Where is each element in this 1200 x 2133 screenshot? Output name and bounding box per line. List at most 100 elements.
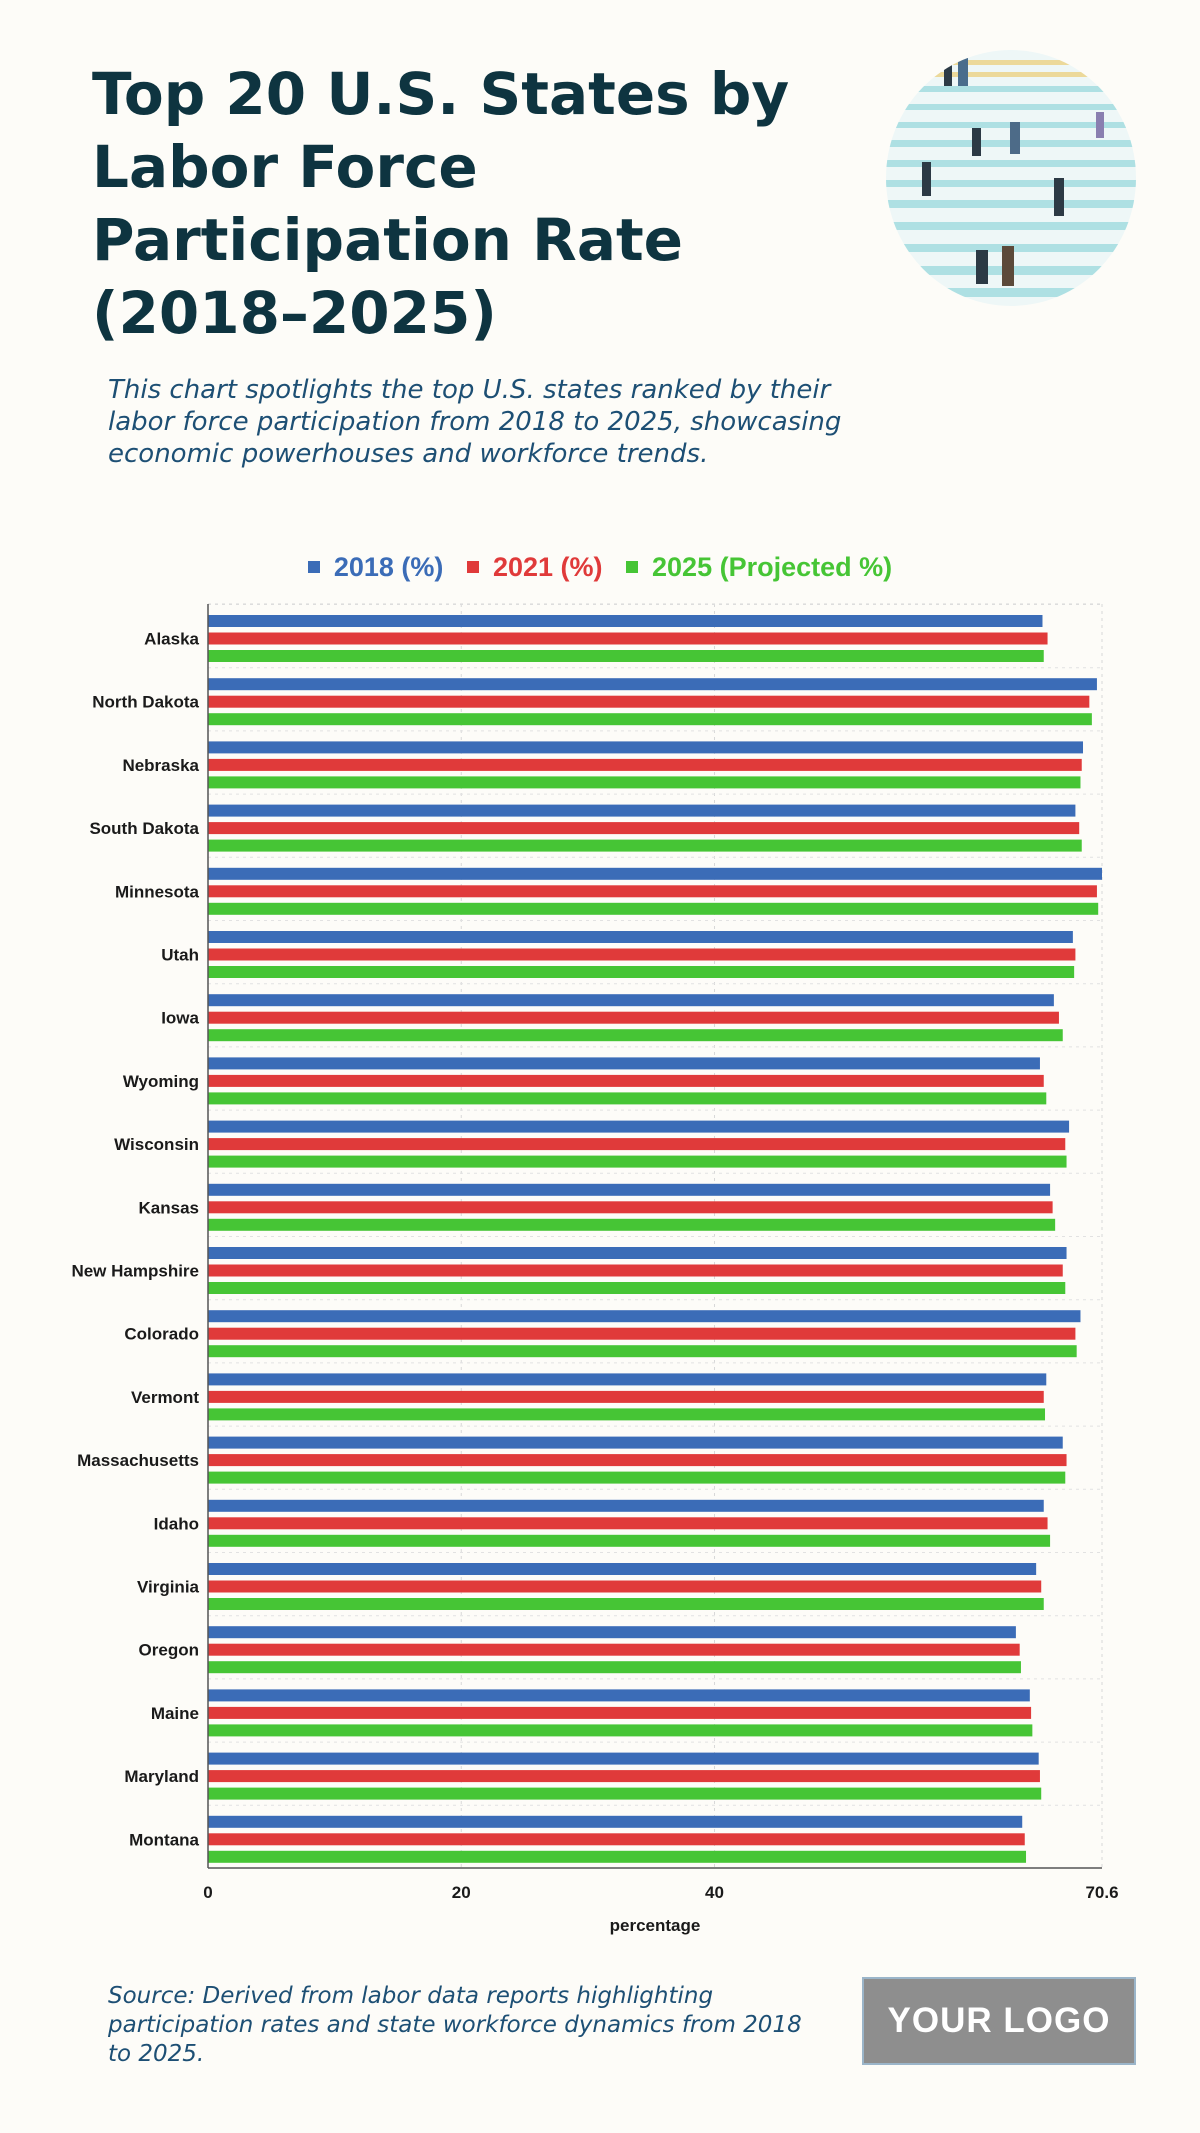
bar-massachusetts-0 (208, 1436, 1063, 1449)
people-on-stairs-photo (886, 50, 1136, 306)
category-label: Kansas (139, 1198, 199, 1217)
bar-maryland-0 (208, 1752, 1039, 1765)
category-label: New Hampshire (71, 1262, 199, 1281)
category-label: Montana (129, 1830, 199, 1849)
bar-iowa-1 (208, 1011, 1059, 1024)
bar-minnesota-1 (208, 885, 1097, 898)
category-label: Colorado (124, 1325, 199, 1344)
x-tick-label: 40 (705, 1883, 724, 1900)
bar-vermont-1 (208, 1390, 1044, 1403)
chart-subtitle: This chart spotlights the top U.S. state… (108, 375, 842, 469)
walking-people (922, 58, 1104, 286)
bar-virginia-1 (208, 1580, 1042, 1593)
legend-label-2021: 2021 (%) (492, 552, 603, 582)
category-label: Minnesota (115, 882, 200, 901)
bar-new-hampshire-0 (208, 1247, 1067, 1259)
bar-montana-0 (208, 1815, 1023, 1828)
bar-wyoming-2 (208, 1092, 1047, 1105)
bar-minnesota-2 (208, 902, 1099, 915)
bar-chart: Alaska North Dakota Nebraska South Dakota Mi… (71, 603, 1119, 1900)
category-label: North Dakota (92, 693, 199, 712)
bar-kansas-2 (208, 1218, 1056, 1231)
bar-alaska-0 (208, 615, 1043, 627)
bar-kansas-1 (208, 1201, 1053, 1214)
bar-colorado-2 (208, 1345, 1077, 1358)
bar-colorado-1 (208, 1327, 1076, 1340)
bar-massachusetts-2 (208, 1471, 1066, 1484)
bar-virginia-2 (208, 1598, 1044, 1610)
bar-massachusetts-1 (208, 1454, 1067, 1467)
bar-montana-1 (208, 1833, 1025, 1846)
bar-wyoming-0 (208, 1057, 1040, 1070)
bar-south-dakota-0 (208, 804, 1076, 817)
category-label: Maryland (124, 1767, 199, 1786)
source-note: Source: Derived from labor data reports … (108, 1983, 802, 2067)
page-title: Top 20 U.S. States by Labor Force Partic… (92, 60, 790, 347)
bar-nebraska-2 (208, 776, 1081, 789)
legend-item-2018: 2018 (%) (307, 552, 444, 583)
x-tick-label: 20 (452, 1883, 471, 1900)
legend-swatch-2025 (626, 560, 639, 573)
category-label: Vermont (131, 1388, 199, 1407)
category-label: Massachusetts (77, 1451, 199, 1470)
bar-utah-2 (208, 966, 1075, 978)
bar-kansas-0 (208, 1183, 1051, 1196)
legend-item-2021: 2021 (%) (466, 552, 603, 583)
bar-utah-0 (208, 931, 1073, 943)
bar-nebraska-0 (208, 741, 1084, 754)
bar-maine-2 (208, 1724, 1033, 1737)
bar-new-hampshire-2 (208, 1282, 1066, 1294)
category-label: Oregon (139, 1641, 199, 1660)
bar-south-dakota-1 (208, 822, 1080, 835)
bar-minnesota-0 (208, 867, 1102, 880)
category-label: South Dakota (89, 819, 199, 838)
category-label: Maine (151, 1704, 199, 1723)
bar-maryland-2 (208, 1787, 1042, 1800)
legend-label-2018: 2018 (%) (333, 552, 444, 582)
bar-oregon-2 (208, 1661, 1021, 1674)
bar-wisconsin-1 (208, 1138, 1066, 1151)
category-label: Wisconsin (114, 1135, 199, 1154)
x-tick-label: 70.6 (1085, 1883, 1118, 1900)
legend-item-2025: 2025 (Projected %) (626, 552, 892, 583)
category-label: Iowa (161, 1009, 199, 1028)
bar-north-dakota-2 (208, 713, 1092, 726)
bar-maryland-1 (208, 1770, 1040, 1783)
bar-oregon-1 (208, 1643, 1020, 1656)
bar-north-dakota-0 (208, 678, 1097, 691)
category-label: Virginia (137, 1578, 200, 1597)
logo-placeholder: YOUR LOGO (862, 1977, 1136, 2065)
bar-wyoming-1 (208, 1074, 1044, 1087)
bar-vermont-0 (208, 1373, 1047, 1386)
bar-new-hampshire-1 (208, 1264, 1063, 1277)
category-label: Utah (161, 946, 199, 965)
bar-idaho-1 (208, 1517, 1048, 1530)
bar-south-dakota-2 (208, 839, 1082, 852)
bar-utah-1 (208, 948, 1076, 961)
bar-wisconsin-2 (208, 1155, 1067, 1168)
bar-idaho-0 (208, 1499, 1044, 1512)
bar-virginia-0 (208, 1563, 1037, 1575)
x-tick-label: 0 (203, 1883, 212, 1900)
bar-colorado-0 (208, 1310, 1081, 1323)
bar-wisconsin-0 (208, 1120, 1070, 1133)
legend-label-2025: 2025 (Projected %) (652, 552, 893, 582)
bar-alaska-1 (208, 632, 1048, 645)
chart-legend: 2018 (%) 2021 (%) 2025 (Projected %) (0, 552, 1200, 583)
bar-vermont-2 (208, 1408, 1046, 1421)
category-label: Wyoming (123, 1072, 199, 1091)
bar-nebraska-1 (208, 758, 1082, 771)
bar-maine-0 (208, 1689, 1030, 1702)
bar-north-dakota-1 (208, 695, 1090, 708)
category-label: Nebraska (122, 756, 199, 775)
legend-swatch-2018 (307, 560, 320, 573)
bar-oregon-0 (208, 1626, 1016, 1639)
bar-maine-1 (208, 1706, 1032, 1719)
bar-idaho-2 (208, 1534, 1051, 1547)
bar-alaska-2 (208, 650, 1044, 662)
bar-iowa-0 (208, 994, 1054, 1007)
legend-swatch-2021 (466, 560, 479, 573)
bar-iowa-2 (208, 1029, 1063, 1042)
category-label: Idaho (154, 1514, 199, 1533)
category-label: Alaska (144, 630, 199, 649)
